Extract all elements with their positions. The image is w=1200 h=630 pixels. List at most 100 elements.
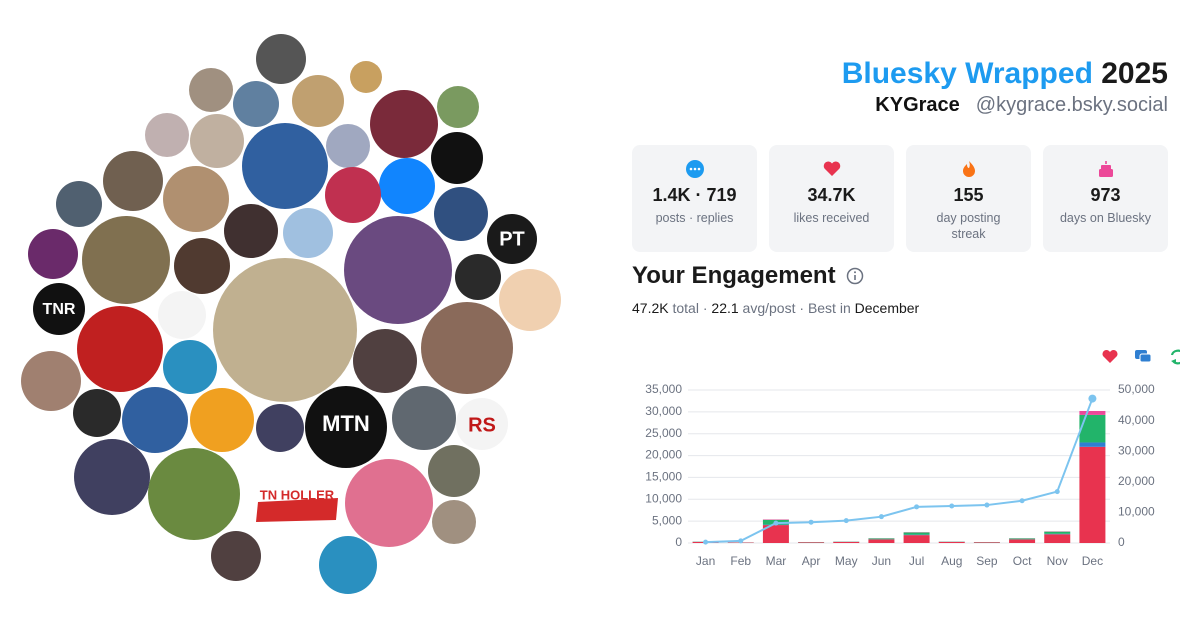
- handle: @kygrace.bsky.social: [975, 94, 1168, 116]
- engagement-heading: Your Engagement: [632, 262, 919, 290]
- avatar: [305, 386, 387, 468]
- avatar: [428, 445, 480, 497]
- avatar-cloud: PT MTN TN HOLLER TNR RS: [21, 34, 561, 594]
- avatar: [326, 124, 370, 168]
- avatar-label: MTN: [322, 411, 370, 436]
- avatar: [21, 351, 81, 411]
- y-tick-label: 25,000: [645, 426, 682, 440]
- line-point: [1088, 394, 1097, 403]
- bar-segment: [1009, 539, 1036, 543]
- y-tick-label: 35,000: [645, 382, 682, 396]
- bar-segment: [903, 535, 930, 543]
- stat-icon: [962, 161, 975, 177]
- y2-tick-label: 0: [1118, 535, 1125, 549]
- x-tick-label: Aug: [941, 554, 962, 568]
- x-tick-label: Oct: [1013, 554, 1032, 568]
- line-point: [808, 519, 814, 525]
- avatar: [148, 448, 240, 540]
- avatar: [28, 229, 78, 279]
- stat-label: posts · replies: [655, 211, 734, 225]
- avatar: [392, 386, 456, 450]
- bar-segment: [1009, 538, 1036, 540]
- avatar: [122, 387, 188, 453]
- avg-label: avg/post: [742, 300, 796, 316]
- avatar: [82, 216, 170, 304]
- stat-value: 155: [953, 185, 984, 205]
- y-tick-label: 5,000: [652, 513, 682, 527]
- x-tick-label: Feb: [730, 554, 751, 568]
- avatar: [174, 238, 230, 294]
- bar-segment: [762, 525, 789, 543]
- bar-segment: [1044, 531, 1071, 534]
- avatar: [211, 531, 261, 581]
- total-label: total: [672, 300, 699, 316]
- avatar: [213, 258, 357, 402]
- avatar: [437, 86, 479, 128]
- avatar: [56, 181, 102, 227]
- line-point: [738, 538, 744, 544]
- x-tick-label: Sep: [976, 554, 998, 568]
- best: December: [854, 300, 920, 316]
- line-point: [773, 520, 779, 526]
- info-icon[interactable]: [846, 267, 864, 285]
- stats: 1.4K · 719 posts · replies 34.7K likes rece…: [632, 145, 1168, 252]
- avatar: [190, 388, 254, 452]
- bar-segment: [868, 539, 895, 543]
- legend-icon[interactable]: [1170, 349, 1180, 365]
- y2-tick-label: 10,000: [1118, 505, 1155, 519]
- avatar: [487, 214, 537, 264]
- engagement: Your Engagement 47.2K total · 22.1 avg/p…: [632, 262, 919, 316]
- title: Bluesky Wrapped 2025: [842, 56, 1168, 92]
- avatar: [145, 113, 189, 157]
- line-point: [843, 518, 849, 524]
- x-tick-label: Jun: [872, 554, 891, 568]
- line-point: [1054, 489, 1060, 495]
- engagement-title: Your Engagement: [632, 262, 836, 289]
- separator: ·: [799, 300, 805, 316]
- avatar-label: RS: [468, 414, 496, 436]
- avatar: [499, 269, 561, 331]
- stat-card: 973 days on Bluesky: [1043, 145, 1168, 252]
- avatar: [434, 187, 488, 241]
- legend: [1102, 349, 1180, 365]
- y-tick-label: 20,000: [645, 448, 682, 462]
- stat-value: 34.7K: [807, 185, 856, 205]
- avatar: [345, 459, 433, 547]
- y-tick-label: 0: [675, 535, 682, 549]
- avatar: [256, 404, 304, 452]
- year: 2025: [1101, 57, 1168, 90]
- avatar: [325, 167, 381, 223]
- bar-segment: [1079, 410, 1106, 415]
- stat-label: day posting streak: [936, 211, 1001, 241]
- avatar: [379, 158, 435, 214]
- avatar: [353, 329, 417, 393]
- avatar: [431, 132, 483, 184]
- legend-icon[interactable]: [1135, 350, 1152, 363]
- avatar: [242, 123, 328, 209]
- avatar: [77, 306, 163, 392]
- stat-icon: [685, 160, 704, 178]
- avatar: [455, 254, 501, 300]
- bar-segment: [798, 542, 825, 543]
- bar-segment: [938, 541, 965, 543]
- avatar: [73, 389, 121, 437]
- legend-icon[interactable]: [1102, 349, 1118, 363]
- avatar: [163, 166, 229, 232]
- x-tick-label: Nov: [1047, 554, 1068, 568]
- avatar: [319, 536, 377, 594]
- stat-value: 1.4K · 719: [652, 185, 737, 205]
- stat-label: days on Bluesky: [1059, 211, 1152, 225]
- avatar: [224, 204, 278, 258]
- header: Bluesky Wrapped 2025 KYGrace @kygrace.bsk…: [842, 56, 1168, 117]
- avatar: [103, 151, 163, 211]
- bar-segment: [1079, 442, 1106, 447]
- avatar-label: TN HOLLER: [260, 487, 335, 502]
- bar-segment: [868, 538, 895, 540]
- avatar: [292, 75, 344, 127]
- identity: KYGrace @kygrace.bsky.social: [842, 94, 1168, 117]
- y2-tick-label: 50,000: [1118, 382, 1155, 396]
- line-point: [1019, 498, 1025, 504]
- avatar-label: TNR: [43, 301, 76, 318]
- line: [705, 398, 1094, 544]
